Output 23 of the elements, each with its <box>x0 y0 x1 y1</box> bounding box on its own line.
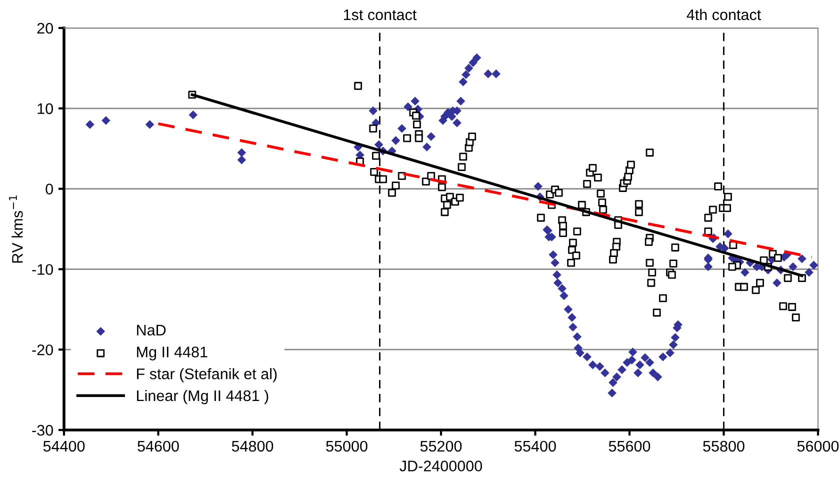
x-tick-label: 56000 <box>797 440 839 452</box>
x-tick-label: 54800 <box>232 440 274 452</box>
x-tick-label: 54600 <box>138 440 179 452</box>
y-tick-label: 0 <box>46 184 53 194</box>
legend-label: Linear (Mg II 4481 ) <box>137 390 268 404</box>
x-axis-title: JD-2400000 <box>400 460 482 472</box>
x-tick-label: 54400 <box>43 440 85 452</box>
ref-line-label: 4th contact <box>686 8 762 20</box>
x-tick-label: 55000 <box>326 440 368 452</box>
y-tick-label: 10 <box>38 103 53 114</box>
x-tick-label: 55600 <box>608 440 650 452</box>
ref-line-label: 1st contact <box>344 9 417 20</box>
legend-label: NaD <box>137 324 166 336</box>
x-tick-label: 55800 <box>703 440 744 452</box>
y-axis-title: RV kms$^{−1}$ <box>9 196 23 263</box>
y-tick-label: -30 <box>32 424 53 436</box>
y-tick-label: -20 <box>32 344 53 356</box>
legend-label: F star (Stefanik et al) <box>137 368 277 382</box>
x-tick-label: 55200 <box>420 440 462 452</box>
x-tick-label: 55400 <box>514 440 556 452</box>
legend-label: Mg II 4481 <box>137 346 208 360</box>
y-tick-label: -10 <box>32 264 53 275</box>
y-tick-label: 20 <box>37 22 53 34</box>
